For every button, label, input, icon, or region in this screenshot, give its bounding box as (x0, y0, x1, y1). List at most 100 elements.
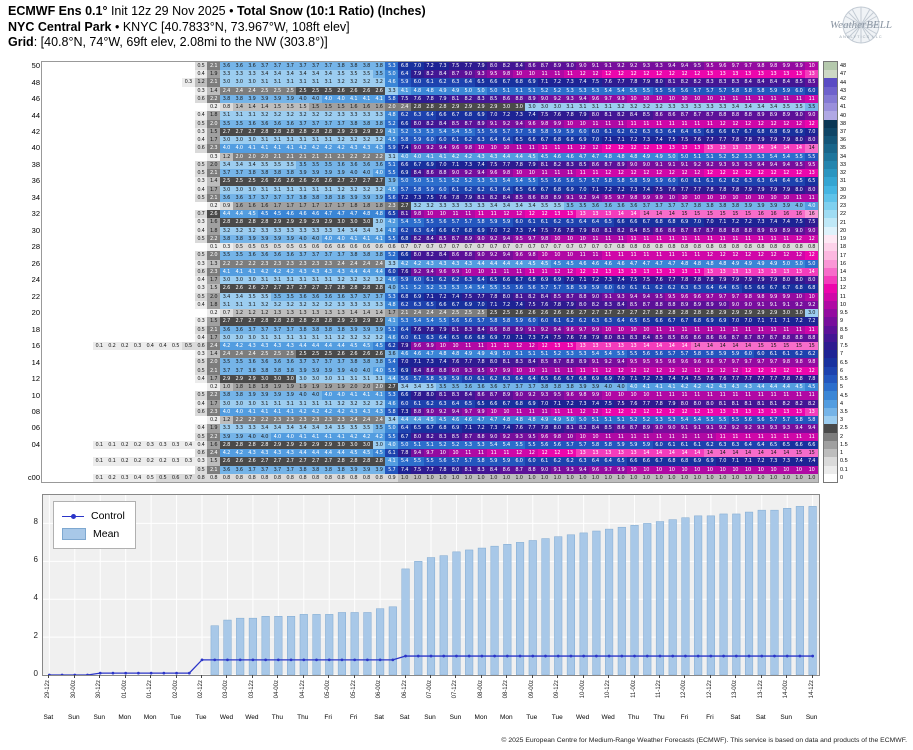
matrix-cell: 0.3 (169, 457, 182, 466)
matrix-cell: 9.4 (449, 407, 462, 417)
matrix-cell: 9.4 (678, 62, 691, 71)
control-marker (149, 671, 153, 675)
matrix-cell: 5.4 (690, 416, 704, 425)
matrix-cell: 11 (652, 119, 666, 128)
matrix-cell: 6.6 (627, 457, 640, 466)
matrix-cell: 3.7 (258, 465, 271, 474)
matrix-cell: 8.0 (423, 391, 437, 400)
matrix-cell: 4.2 (461, 152, 475, 161)
matrix-cell: 13 (614, 267, 628, 277)
matrix-cell: 9.9 (589, 391, 602, 400)
matrix-cell: 3.1 (232, 111, 246, 120)
matrix-cell: 3.9 (283, 391, 297, 400)
day-label: Sat (374, 714, 384, 721)
matrix-cell: 0.7 (563, 243, 577, 252)
matrix-cell: 6.7 (538, 185, 551, 194)
matrix-cell: 12 (779, 119, 793, 128)
matrix-cell: 6.4 (398, 325, 411, 334)
matrix-cell: 8.3 (728, 78, 742, 87)
matrix-cell: 7.8 (576, 333, 589, 342)
matrix-cell: 7.5 (690, 374, 704, 384)
matrix-cell: 5.8 (385, 94, 399, 104)
matrix-cell: 6.6 (525, 136, 539, 145)
matrix-cell: 11 (690, 391, 704, 400)
x-tick-mark (786, 675, 788, 678)
matrix-cell: 3.9 (296, 169, 310, 178)
matrix-cell: 10 (525, 169, 539, 178)
colorbar-label: 30 (840, 186, 847, 193)
matrix-cell: 8.0 (410, 432, 424, 441)
matrix-cell: 11 (487, 449, 500, 458)
control-marker (276, 658, 280, 662)
matrix-cell: 0.8 (207, 473, 221, 482)
matrix-cell: 0.6 (194, 449, 208, 458)
day-label: Fri (706, 714, 714, 721)
matrix-cell: 3.9 (767, 202, 780, 211)
matrix-cell: 5.7 (589, 177, 602, 186)
matrix-cell: 7.4 (614, 276, 628, 285)
matrix-cell: 8.1 (601, 111, 615, 120)
matrix-cell: 11 (563, 70, 577, 79)
matrix-cell: 12 (525, 449, 539, 458)
matrix-cell: 0.5 (194, 325, 208, 334)
matrix-cell: 3.6 (334, 160, 348, 170)
matrix-cell: 4.2 (232, 342, 246, 351)
matrix-cell: 9.9 (779, 292, 793, 301)
matrix-cell: 9.3 (512, 432, 526, 441)
matrix-cell: 12 (538, 342, 551, 351)
matrix-cell: 8.1 (449, 325, 462, 334)
matrix-cell: 3.0 (245, 136, 259, 145)
matrix-cell: 11 (741, 432, 755, 441)
x-tick-label: 29-12z (45, 680, 52, 699)
matrix-cell: 9.5 (690, 62, 704, 71)
matrix-cell: 11 (805, 325, 818, 334)
matrix-cell: 10 (563, 251, 577, 260)
x-tick-mark (379, 675, 381, 678)
matrix-cell: 9.0 (538, 94, 551, 104)
matrix-cell: 3.4 (512, 202, 526, 211)
control-marker (111, 671, 115, 675)
matrix-cell: 4.1 (309, 432, 322, 441)
matrix-cell: 9.2 (601, 358, 615, 367)
matrix-cell: 2.8 (258, 440, 271, 450)
matrix-cell: 3.1 (385, 152, 399, 161)
matrix-cell: 5.8 (792, 416, 806, 425)
matrix-cell: 2.0 (258, 152, 271, 161)
matrix-cell: 0.5 (283, 243, 297, 252)
matrix-cell: 7.2 (627, 136, 640, 145)
matrix-cell: 6.5 (639, 317, 653, 326)
matrix-cell: 3.2 (423, 202, 437, 211)
matrix-cell: 3.4 (347, 226, 361, 235)
matrix-cell: 7.9 (754, 276, 768, 285)
matrix-cell: 0.2 (105, 473, 119, 482)
matrix-cell: 11 (538, 366, 551, 375)
matrix-cell: 9.1 (550, 465, 564, 474)
matrix-cell: 14 (678, 342, 691, 351)
matrix-cell: 5.6 (538, 440, 551, 450)
matrix-cell: 9.0 (639, 160, 653, 170)
matrix-cell: 3.4 (283, 424, 297, 433)
matrix-cell: 3.0 (220, 136, 233, 145)
matrix-cell: 4.1 (321, 432, 335, 441)
matrix-cell: 2.3 (207, 144, 221, 153)
matrix-cell: 10 (639, 465, 653, 474)
control-marker (213, 658, 217, 662)
matrix-cell: 5.9 (627, 440, 640, 450)
matrix-cell: 10 (639, 94, 653, 104)
matrix-cell: 8.6 (423, 169, 437, 178)
matrix-cell: 3.1 (296, 276, 310, 285)
matrix-cell: 5.9 (512, 317, 526, 326)
matrix-cell: 3.5 (283, 292, 297, 301)
matrix-cell: 4.4 (321, 342, 335, 351)
weatherbell-logo: WeatherBELL ANALYTICS LLC (812, 2, 910, 52)
matrix-cell: 3.5 (258, 160, 271, 170)
matrix-cell: 4.0 (309, 391, 322, 400)
matrix-cell: 3.1 (270, 136, 284, 145)
matrix-cell: 8.1 (754, 399, 768, 408)
matrix-cell: 6.1 (423, 276, 437, 285)
matrix-cell: 13 (665, 267, 679, 277)
matrix-cell: 6.0 (436, 185, 450, 194)
matrix-cell: 5.0 (385, 424, 399, 433)
matrix-cell: 9.3 (461, 366, 475, 375)
matrix-cell: 10 (512, 70, 526, 79)
